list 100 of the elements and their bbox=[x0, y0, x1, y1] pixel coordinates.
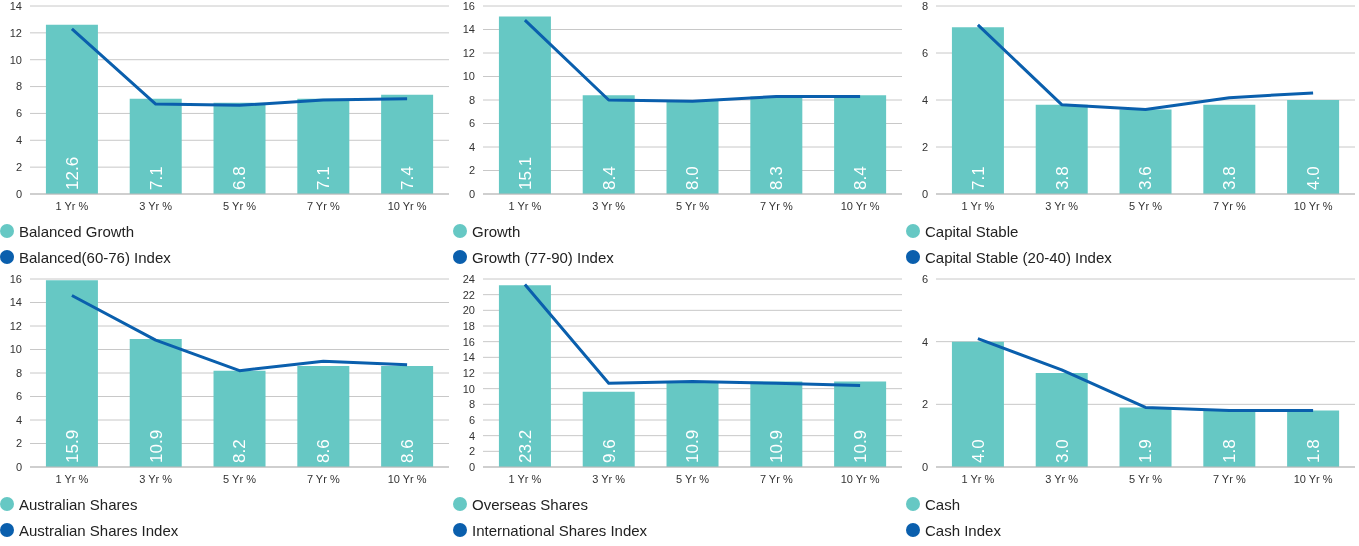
bar bbox=[1287, 100, 1340, 194]
y-tick-label: 16 bbox=[9, 272, 22, 285]
y-tick-label: 2 bbox=[468, 445, 475, 458]
y-tick-label: 10 bbox=[462, 70, 475, 83]
y-tick-label: 6 bbox=[15, 107, 22, 120]
bar bbox=[297, 98, 350, 194]
data-label: 8.6 bbox=[398, 439, 418, 463]
y-tick-label: 2 bbox=[15, 161, 22, 174]
y-tick-label: 12 bbox=[9, 319, 22, 332]
data-label: 4.0 bbox=[968, 439, 988, 463]
bar bbox=[498, 16, 551, 194]
x-tick-label: 5 Yr % bbox=[223, 472, 257, 485]
data-label: 8.2 bbox=[230, 439, 250, 463]
data-label: 4.0 bbox=[1304, 166, 1324, 190]
y-tick-label: 6 bbox=[15, 390, 22, 403]
data-label: 1.9 bbox=[1136, 439, 1156, 463]
x-tick-label: 5 Yr % bbox=[223, 199, 257, 212]
y-tick-label: 20 bbox=[462, 304, 475, 317]
data-label: 7.4 bbox=[398, 166, 418, 190]
data-label: 23.2 bbox=[515, 429, 535, 463]
data-label: 9.6 bbox=[599, 439, 619, 463]
y-tick-label: 4 bbox=[921, 93, 928, 106]
bar bbox=[498, 285, 551, 467]
y-tick-label: 10 bbox=[9, 53, 22, 66]
y-tick-label: 6 bbox=[921, 46, 928, 59]
y-tick-label: 24 bbox=[462, 272, 475, 285]
y-tick-label: 10 bbox=[9, 343, 22, 356]
data-label: 3.8 bbox=[1052, 166, 1072, 190]
x-tick-label: 7 Yr % bbox=[759, 199, 793, 212]
data-label: 8.4 bbox=[599, 166, 619, 190]
x-tick-label: 7 Yr % bbox=[1212, 199, 1246, 212]
data-label: 12.6 bbox=[62, 156, 82, 190]
bar bbox=[381, 365, 434, 467]
y-tick-label: 16 bbox=[462, 0, 475, 12]
y-tick-label: 0 bbox=[921, 187, 928, 200]
y-tick-label: 2 bbox=[921, 140, 928, 153]
bar bbox=[951, 27, 1004, 194]
y-tick-label: 8 bbox=[15, 366, 22, 379]
data-label: 8.3 bbox=[767, 166, 787, 190]
x-tick-label: 1 Yr % bbox=[508, 472, 542, 485]
x-tick-label: 5 Yr % bbox=[1129, 472, 1163, 485]
data-label: 8.0 bbox=[683, 166, 703, 190]
bar bbox=[297, 365, 350, 467]
bar bbox=[1119, 407, 1172, 467]
x-tick-label: 10 Yr % bbox=[387, 472, 427, 485]
y-tick-label: 18 bbox=[462, 319, 475, 332]
bar bbox=[750, 96, 803, 194]
y-tick-label: 8 bbox=[921, 0, 928, 12]
bar bbox=[834, 95, 887, 194]
y-tick-label: 10 bbox=[462, 382, 475, 395]
legend-label: Balanced Growth bbox=[19, 222, 135, 240]
legend-label: Growth (77-90) Index bbox=[472, 248, 614, 266]
data-label: 3.6 bbox=[1136, 166, 1156, 190]
y-tick-label: 2 bbox=[15, 437, 22, 450]
line-series bbox=[70, 293, 409, 373]
bar bbox=[750, 381, 803, 467]
x-tick-label: 7 Yr % bbox=[759, 472, 793, 485]
bar bbox=[1035, 373, 1088, 467]
legend-label: Cash Index bbox=[925, 521, 1001, 539]
line-series bbox=[70, 27, 409, 107]
data-label: 1.8 bbox=[1304, 439, 1324, 463]
x-tick-label: 7 Yr % bbox=[306, 199, 340, 212]
x-tick-label: 3 Yr % bbox=[1045, 199, 1079, 212]
y-tick-label: 0 bbox=[468, 187, 475, 200]
y-tick-label: 12 bbox=[462, 366, 475, 379]
legend-label: Growth bbox=[472, 222, 521, 240]
line-series bbox=[976, 337, 1315, 413]
bar bbox=[45, 24, 98, 194]
x-tick-label: 10 Yr % bbox=[387, 199, 427, 212]
bar bbox=[1119, 109, 1172, 194]
line-series bbox=[976, 23, 1315, 111]
y-tick-label: 0 bbox=[921, 460, 928, 473]
bar bbox=[951, 341, 1004, 467]
bar bbox=[1203, 410, 1256, 467]
data-label: 8.6 bbox=[314, 439, 334, 463]
bar bbox=[1035, 104, 1088, 194]
data-label: 10.9 bbox=[851, 429, 871, 463]
bar bbox=[129, 338, 182, 467]
y-tick-label: 4 bbox=[468, 429, 475, 442]
y-tick-label: 4 bbox=[15, 134, 22, 147]
data-label: 1.8 bbox=[1220, 439, 1240, 463]
bar bbox=[582, 95, 635, 194]
y-tick-label: 4 bbox=[15, 413, 22, 426]
bar bbox=[213, 370, 266, 467]
x-tick-label: 3 Yr % bbox=[139, 472, 173, 485]
bar bbox=[45, 280, 98, 467]
y-tick-label: 0 bbox=[468, 460, 475, 473]
legend-label: Capital Stable (20-40) Index bbox=[925, 248, 1112, 266]
x-tick-label: 1 Yr % bbox=[961, 199, 995, 212]
legend-label: Cash bbox=[925, 495, 961, 513]
data-label: 3.0 bbox=[1052, 439, 1072, 463]
bar bbox=[834, 381, 887, 467]
data-label: 6.8 bbox=[230, 166, 250, 190]
data-label: 8.4 bbox=[851, 166, 871, 190]
y-tick-label: 0 bbox=[15, 187, 22, 200]
x-tick-label: 5 Yr % bbox=[1129, 199, 1163, 212]
y-tick-label: 2 bbox=[921, 398, 928, 411]
x-tick-label: 3 Yr % bbox=[1045, 472, 1079, 485]
x-tick-label: 7 Yr % bbox=[306, 472, 340, 485]
legend-label: International Shares Index bbox=[472, 521, 648, 539]
